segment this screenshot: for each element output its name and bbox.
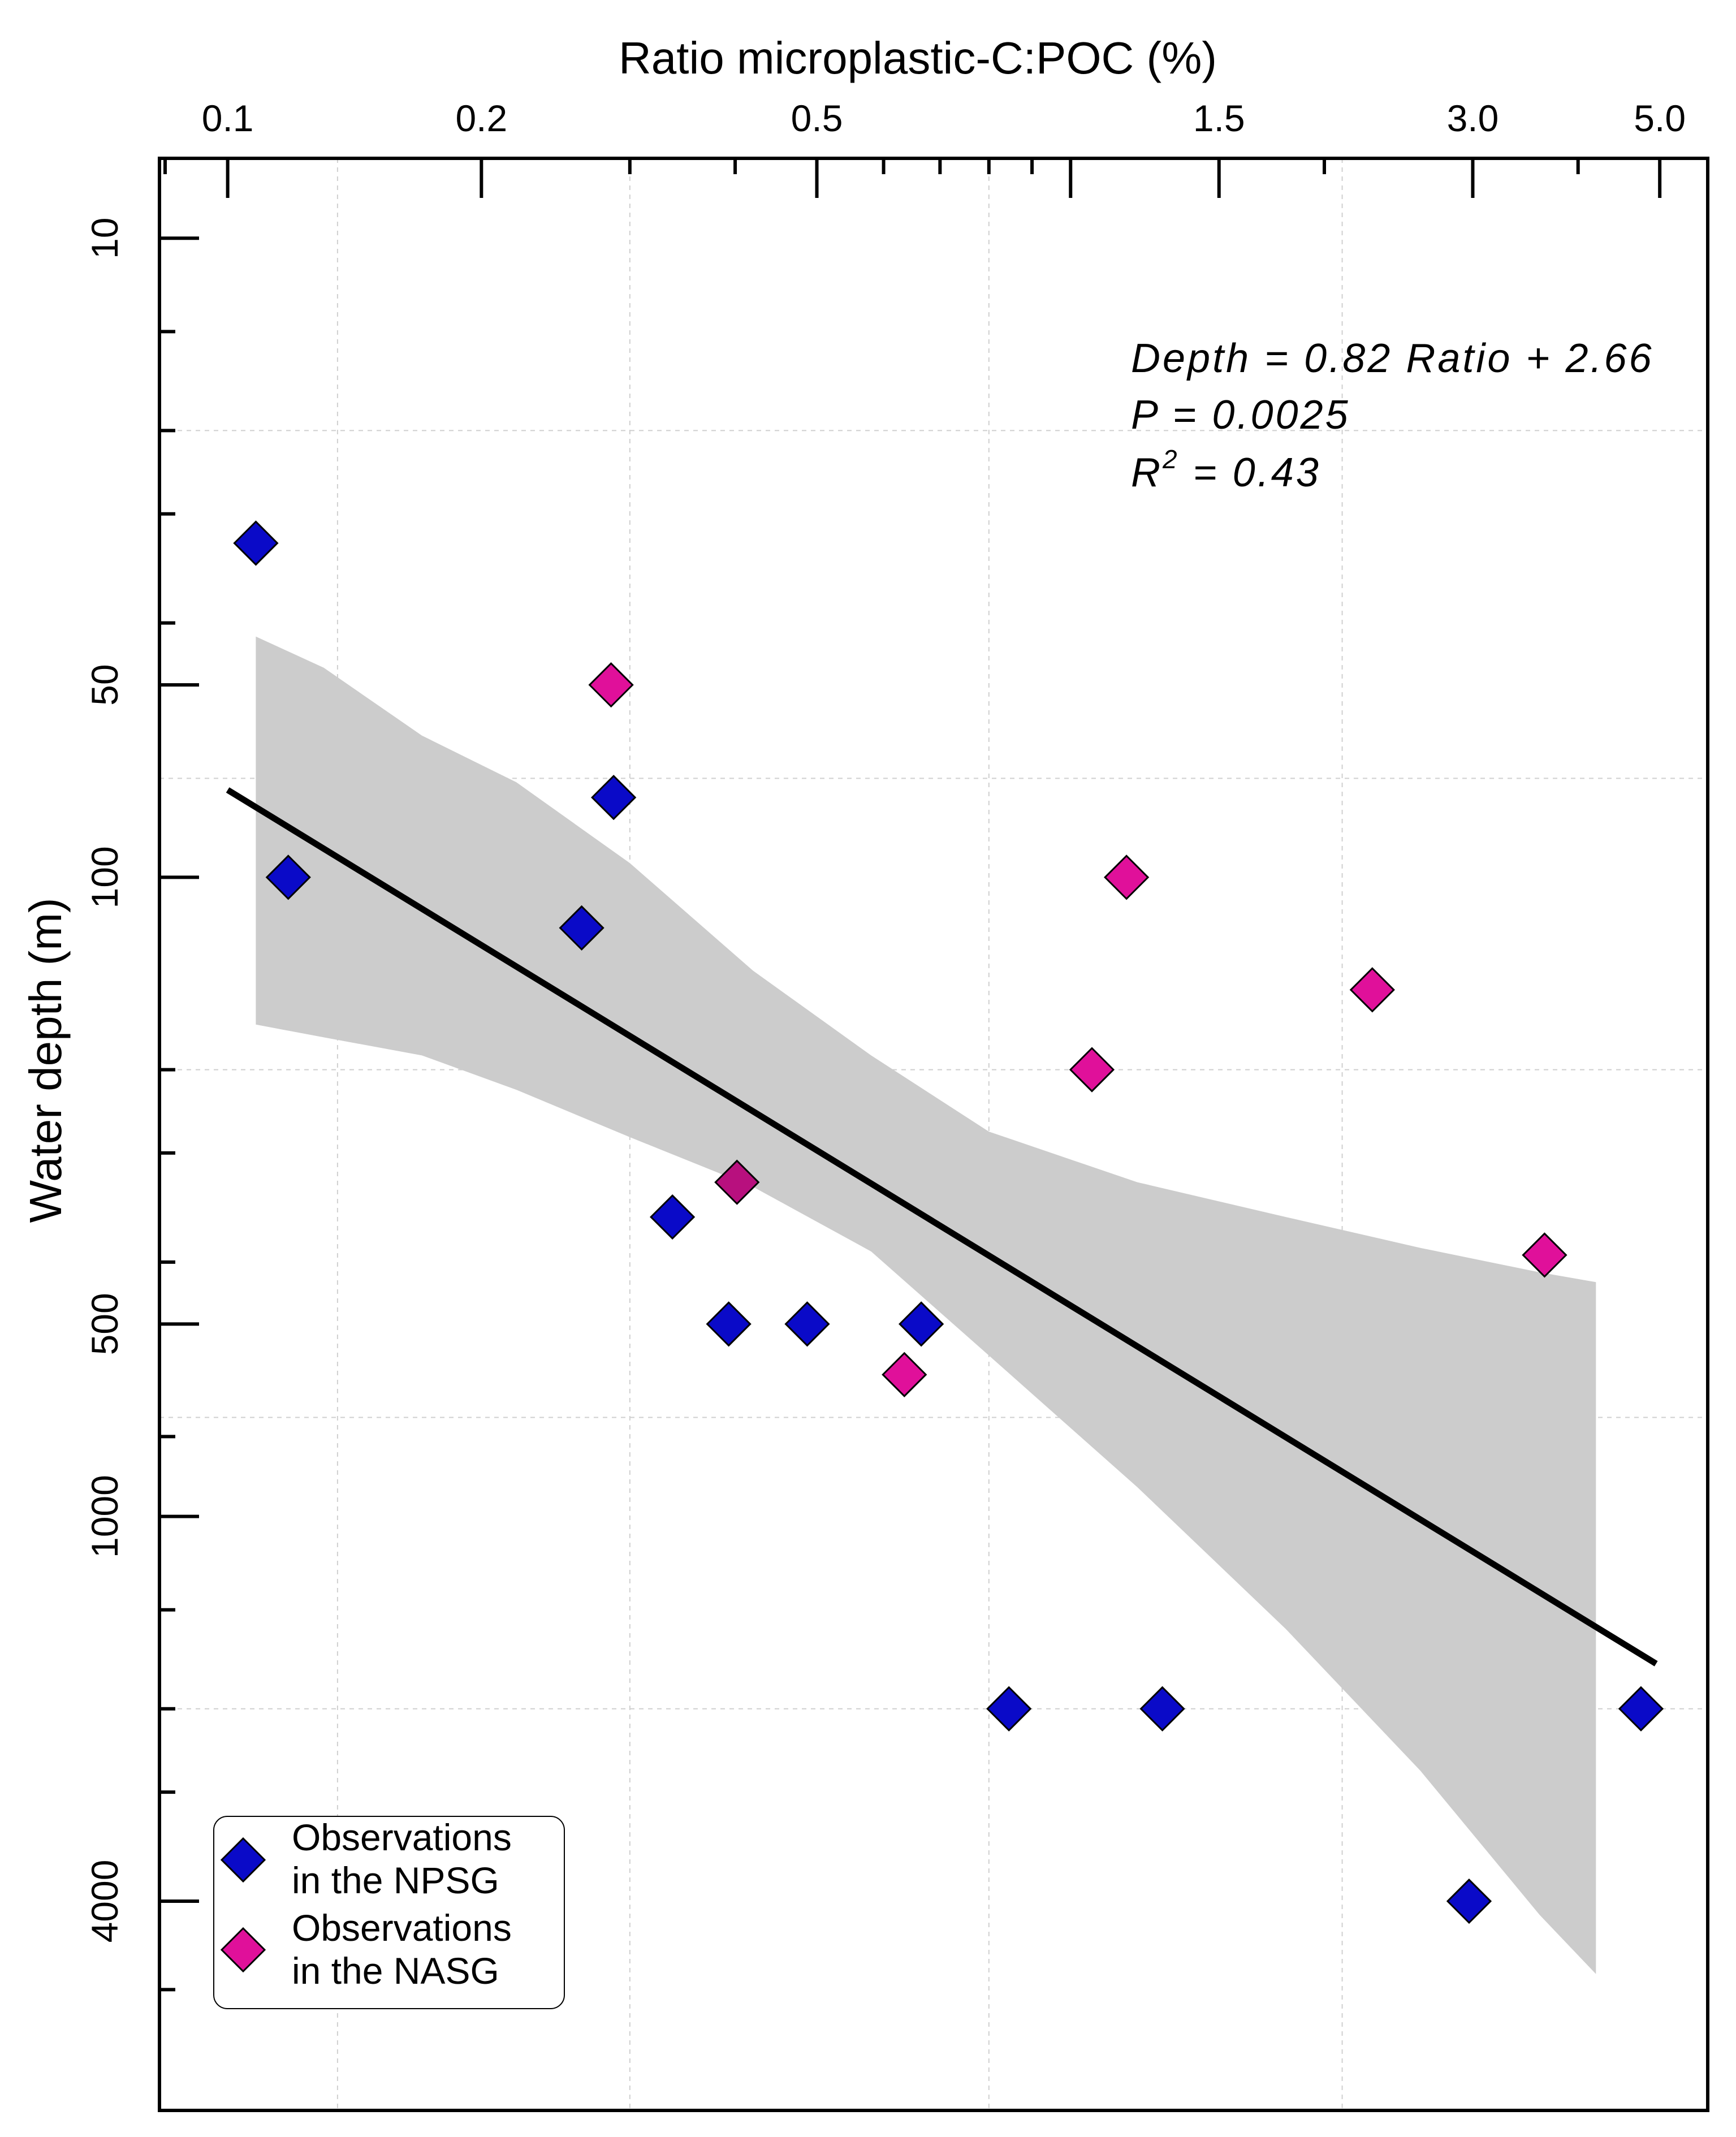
legend-label-npsg-line2: in the NPSG [292, 1859, 499, 1901]
legend-box [213, 1816, 565, 2009]
y-tick-label: 1000 [84, 1475, 126, 1558]
x-tick-label: 3.0 [1447, 97, 1499, 139]
x-tick-label: 5.0 [1634, 97, 1686, 139]
nasg-point [714, 1159, 760, 1205]
x-tick-label: 0.2 [455, 97, 507, 139]
nasg-point [1104, 854, 1150, 900]
npsg-point [265, 854, 311, 900]
x-tick-label: 0.5 [791, 97, 843, 139]
legend-label-nasg-line2: in the NASG [292, 1950, 499, 1992]
plot-frame [158, 157, 1709, 2112]
npsg-point [233, 520, 279, 566]
tick-labels: 0.1 0.2 0.5 1.5 3.0 5.0 10 50 100 500 1000 4000 [84, 97, 1686, 1942]
x-axis-title: Ratio microplastic-C:POC (%) [619, 33, 1217, 83]
nasg-point [588, 662, 634, 708]
data-points [233, 520, 1664, 1924]
confidence-band [256, 636, 1596, 1974]
nasg-point [1069, 1047, 1115, 1093]
npsg-point [1618, 1686, 1664, 1732]
p-value-text: P = 0.0025 [1131, 392, 1350, 438]
npsg-point [650, 1194, 696, 1240]
y-tick-label: 100 [84, 846, 126, 908]
legend: Observations in the NPSG Observations in… [213, 1816, 565, 2009]
y-tick-label: 10 [84, 217, 126, 258]
axis-ticks [159, 158, 1662, 1992]
fit-line-layer [226, 787, 1658, 1667]
nasg-point [882, 1352, 927, 1397]
y-tick-label: 4000 [84, 1860, 126, 1943]
y-tick-label: 500 [84, 1293, 126, 1355]
x-tick-label: 0.1 [202, 97, 254, 139]
npsg-point [591, 775, 637, 821]
npsg-point [899, 1301, 944, 1347]
npsg-point [1139, 1686, 1185, 1732]
legend-marker-npsg [220, 1837, 266, 1883]
npsg-point [559, 905, 604, 951]
npsg-point [1446, 1878, 1492, 1924]
r-squared-value: = 0.43 [1180, 450, 1321, 495]
npsg-point [986, 1686, 1032, 1732]
confidence-band-layer [256, 636, 1596, 1974]
nasg-point [1522, 1232, 1567, 1278]
y-axis-title: Water depth (m) [20, 898, 71, 1223]
regression-annotation: Depth = 0.82 Ratio + 2.66 P = 0.0025 R2 … [1131, 336, 1654, 495]
legend-label-npsg-line1: Observations [292, 1816, 512, 1858]
r-squared-prefix: R [1131, 450, 1163, 495]
legend-marker-nasg [220, 1927, 266, 1973]
x-tick-label: 1.5 [1193, 97, 1245, 139]
regression-line [226, 787, 1658, 1667]
r-squared-text: R2 = 0.43 [1131, 444, 1321, 495]
npsg-point [784, 1301, 830, 1347]
npsg-point [706, 1301, 752, 1347]
y-tick-label: 50 [84, 664, 126, 705]
equation-text: Depth = 0.82 Ratio + 2.66 [1131, 336, 1654, 381]
nasg-point [1349, 967, 1395, 1013]
legend-label-nasg-line1: Observations [292, 1907, 512, 1949]
r-squared-superscript: 2 [1162, 444, 1180, 474]
